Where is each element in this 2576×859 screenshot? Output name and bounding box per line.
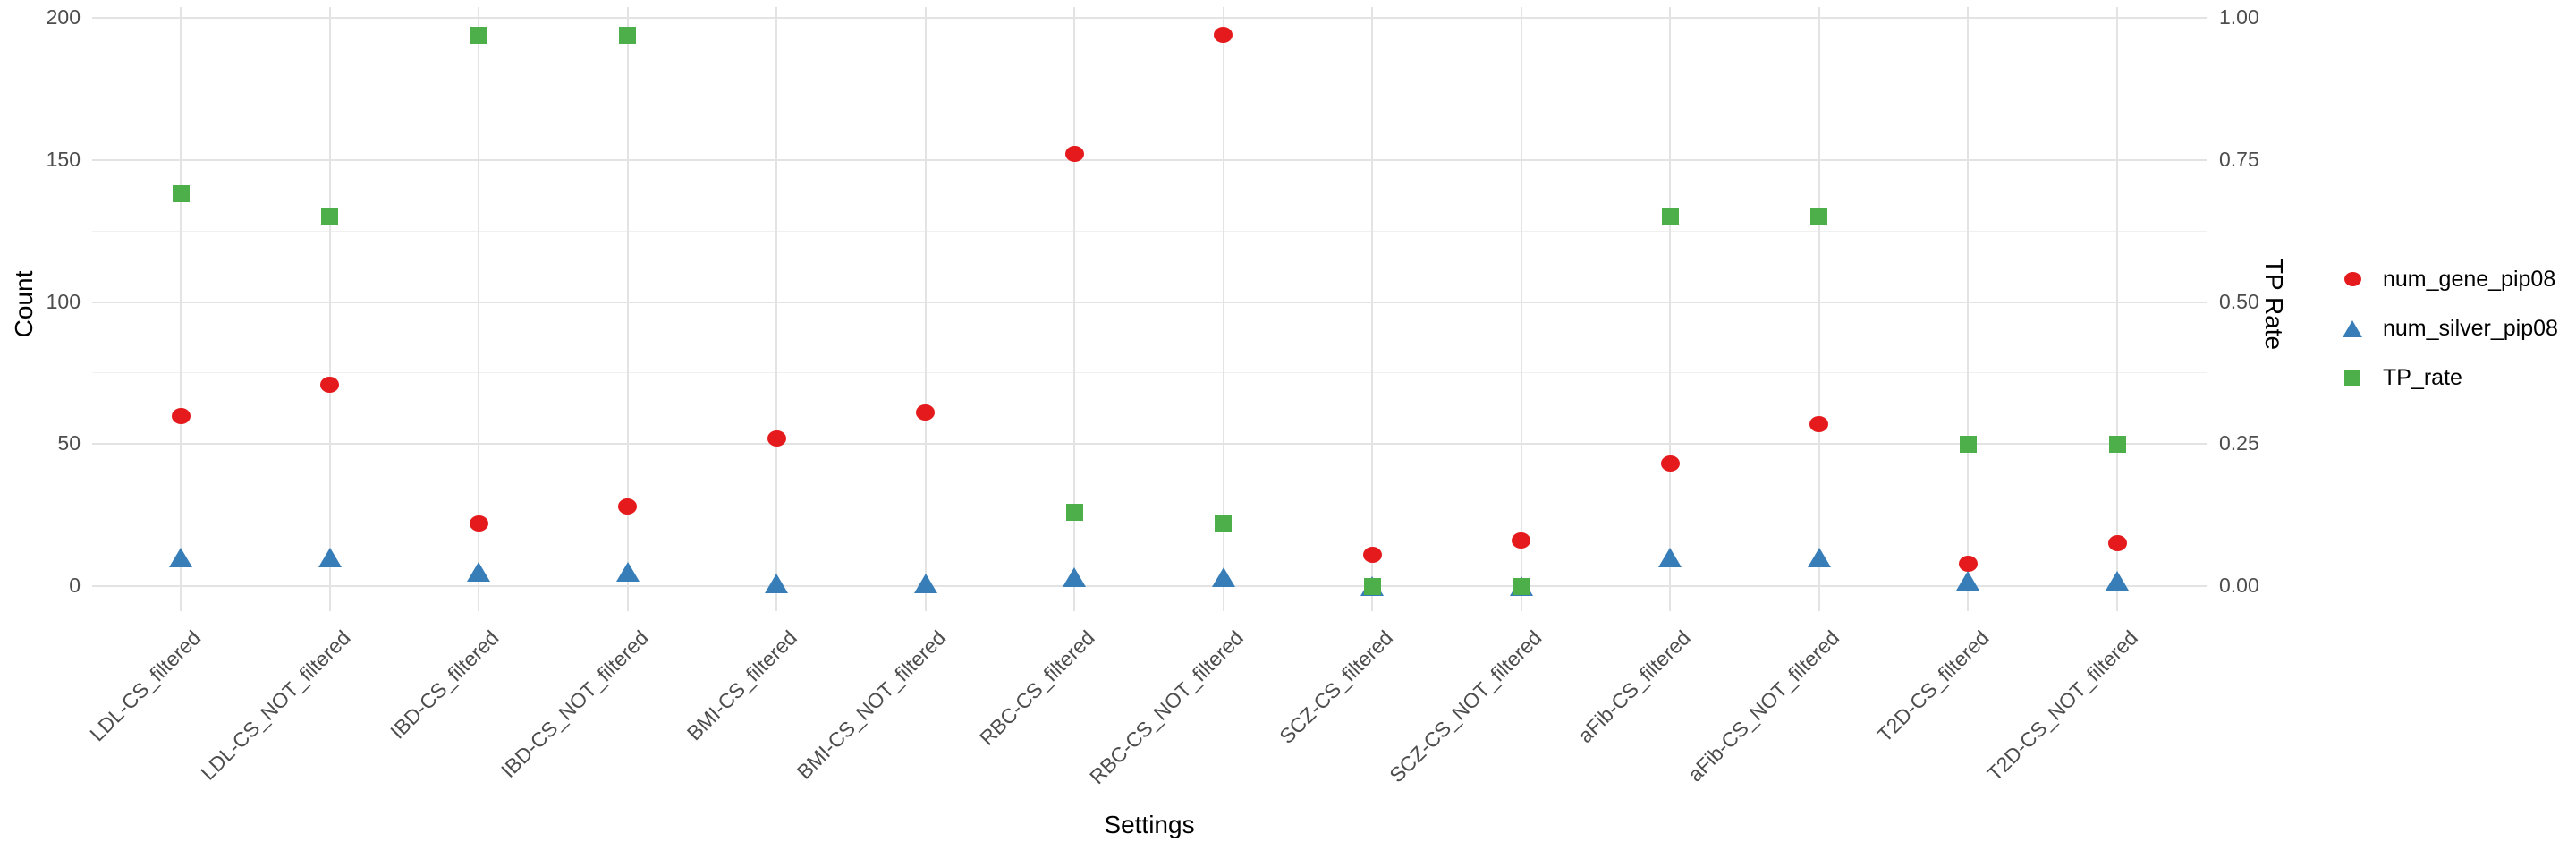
data-point-num_gene_pip08 <box>1362 547 1382 564</box>
gridline-major-horizontal <box>92 585 2207 587</box>
data-point-num_silver_pip08 <box>1211 567 1235 588</box>
gridline-major-horizontal <box>92 443 2207 446</box>
x-tick-label: SCZ-CS_NOT_filtered <box>1385 625 1546 787</box>
y-axis-title-right: TP Rate <box>2260 258 2288 351</box>
gridline-major-vertical <box>1371 7 1374 611</box>
data-point-num_gene_pip08 <box>1809 416 1829 433</box>
right-tick-label: 0.00 <box>2219 574 2259 597</box>
gridline-major-vertical <box>1967 7 1970 611</box>
right-tick-label: 1.00 <box>2219 5 2259 29</box>
data-point-num_silver_pip08 <box>169 548 192 568</box>
x-tick-label: T2D-CS_filtered <box>1872 625 1994 747</box>
data-point-num_silver_pip08 <box>1956 570 1980 591</box>
x-tick-label: BMI-CS_NOT_filtered <box>792 625 951 784</box>
data-point-num_gene_pip08 <box>320 376 340 393</box>
data-point-TP_rate <box>321 208 339 225</box>
data-point-num_gene_pip08 <box>1512 532 1531 549</box>
left-tick-label: 100 <box>46 289 80 313</box>
data-point-TP_rate <box>1513 577 1530 595</box>
legend-marker-triangle-icon <box>2343 319 2362 337</box>
data-point-TP_rate <box>619 26 637 44</box>
gridline-major-vertical <box>1222 7 1224 611</box>
data-point-num_gene_pip08 <box>171 407 191 424</box>
data-point-num_gene_pip08 <box>767 430 786 447</box>
x-tick-label: RBC-CS_NOT_filtered <box>1085 625 1249 789</box>
right-tick-label: 0.25 <box>2219 431 2259 455</box>
data-point-TP_rate <box>470 26 487 44</box>
gridline-major-vertical <box>775 7 778 611</box>
gridline-major-vertical <box>1520 7 1522 611</box>
x-tick-label: LDL-CS_filtered <box>85 625 206 746</box>
gridline-major-vertical <box>924 7 927 611</box>
x-tick-label: IBD-CS_filtered <box>386 625 504 744</box>
data-point-num_silver_pip08 <box>1063 567 1087 588</box>
legend-marker-square-icon <box>2344 370 2360 386</box>
gridline-minor-horizontal <box>92 372 2207 374</box>
x-tick-label: RBC-CS_filtered <box>975 625 1099 750</box>
gridline-minor-horizontal <box>92 230 2207 232</box>
data-point-TP_rate <box>1065 503 1083 521</box>
gridline-major-horizontal <box>92 158 2207 161</box>
x-tick-label: BMI-CS_filtered <box>682 625 801 745</box>
gridline-major-vertical <box>2116 7 2119 611</box>
left-tick-label: 0 <box>69 574 80 597</box>
right-tick-label: 0.50 <box>2219 289 2259 313</box>
right-tick-label: 0.75 <box>2219 147 2259 171</box>
data-point-TP_rate <box>1661 208 1679 225</box>
gridline-major-vertical <box>478 7 480 611</box>
x-tick-label: SCZ-CS_filtered <box>1275 625 1398 749</box>
data-point-num_gene_pip08 <box>1958 555 1978 572</box>
gridline-major-vertical <box>1818 7 1820 611</box>
data-point-num_silver_pip08 <box>318 548 342 568</box>
data-point-num_silver_pip08 <box>765 573 789 593</box>
gridline-major-vertical <box>180 7 182 611</box>
gridline-major-horizontal <box>92 17 2207 19</box>
data-point-num_silver_pip08 <box>467 562 491 583</box>
gridline-major-vertical <box>1073 7 1076 611</box>
legend-item-label: TP_rate <box>2383 365 2462 390</box>
data-point-num_gene_pip08 <box>2107 535 2127 552</box>
legend-marker-circle-icon <box>2343 272 2361 286</box>
data-point-TP_rate <box>1810 208 1828 225</box>
x-tick-label: LDL-CS_NOT_filtered <box>195 625 355 785</box>
data-point-num_silver_pip08 <box>1807 548 1831 568</box>
left-tick-label: 200 <box>46 5 80 29</box>
x-tick-label: T2D-CS_NOT_filtered <box>1982 625 2142 786</box>
data-point-num_gene_pip08 <box>1064 146 1084 163</box>
gridline-major-horizontal <box>92 301 2207 303</box>
data-point-num_silver_pip08 <box>913 573 937 593</box>
x-axis-title: Settings <box>1104 811 1195 838</box>
legend-item-label: num_silver_pip08 <box>2383 316 2558 341</box>
y-axis-title-left: Count <box>10 270 38 338</box>
data-point-num_gene_pip08 <box>1214 27 1233 44</box>
data-point-TP_rate <box>172 185 190 203</box>
gridline-major-vertical <box>328 7 331 611</box>
data-point-num_gene_pip08 <box>469 515 488 532</box>
x-tick-label: aFib-CS_NOT_filtered <box>1683 625 1844 787</box>
data-point-num_silver_pip08 <box>1658 548 1682 568</box>
data-point-num_silver_pip08 <box>2106 570 2130 591</box>
data-point-TP_rate <box>1215 515 1233 532</box>
data-point-num_gene_pip08 <box>618 498 638 515</box>
data-point-num_gene_pip08 <box>916 404 936 421</box>
gridline-major-vertical <box>626 7 629 611</box>
data-point-TP_rate <box>1959 435 1977 453</box>
data-point-num_silver_pip08 <box>615 562 640 583</box>
x-tick-label: aFib-CS_filtered <box>1573 625 1696 748</box>
data-point-TP_rate <box>1363 577 1381 595</box>
data-point-TP_rate <box>2108 435 2126 453</box>
legend-item-label: num_gene_pip08 <box>2383 267 2556 292</box>
left-tick-label: 150 <box>46 147 80 171</box>
x-tick-label: IBD-CS_NOT_filtered <box>496 625 653 783</box>
data-point-num_gene_pip08 <box>1660 455 1680 472</box>
gridline-major-vertical <box>1669 7 1672 611</box>
left-tick-label: 50 <box>57 431 80 455</box>
